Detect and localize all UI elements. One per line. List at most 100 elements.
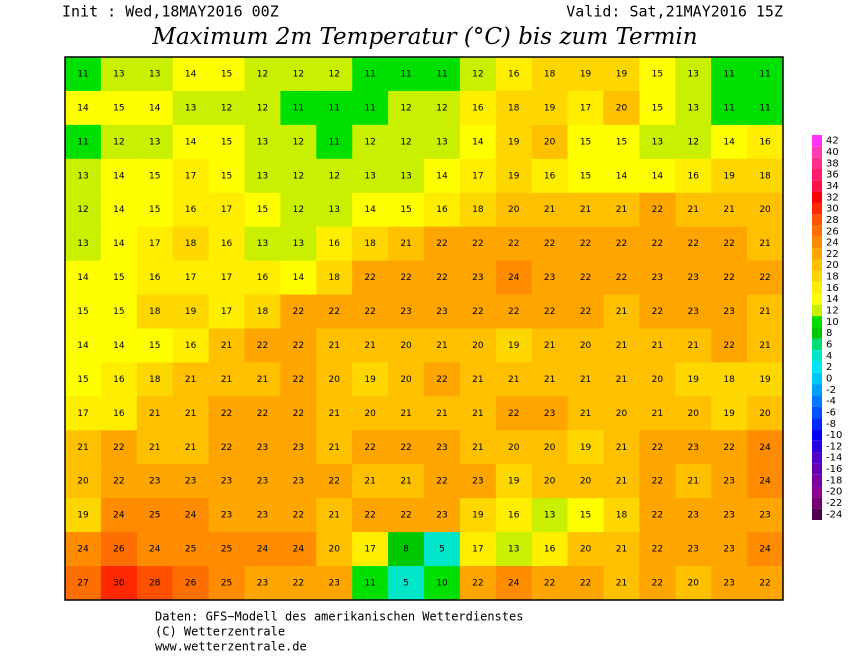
temperature-cell: [459, 362, 497, 397]
temperature-value: 21: [329, 443, 340, 453]
temperature-value: 14: [723, 137, 735, 147]
temperature-cell: [280, 328, 317, 363]
temperature-value: 22: [544, 307, 555, 317]
temperature-cell: [495, 498, 533, 533]
temperature-cell: [208, 362, 245, 397]
footer-copyright: (C) Wetterzentrale: [155, 625, 285, 639]
temperature-value: 24: [759, 443, 771, 453]
scale-box: [812, 135, 822, 147]
temperature-cell: [639, 90, 676, 126]
temperature-cell: [65, 328, 102, 363]
temperature-value: 21: [580, 205, 591, 215]
temperature-cell: [172, 226, 210, 262]
temperature-value: 16: [544, 545, 556, 555]
temperature-value: 13: [185, 103, 196, 113]
temperature-value: 21: [616, 477, 627, 487]
temperature-cell: [495, 328, 533, 363]
scale-label: 30: [826, 204, 839, 215]
temperature-value: 20: [688, 579, 700, 589]
temperature-cell: [136, 226, 174, 262]
temperature-cell: [352, 90, 389, 126]
temperature-cell: [244, 294, 281, 329]
scale-label: -16: [826, 464, 842, 475]
temperature-value: 16: [149, 273, 161, 283]
temperature-cell: [388, 192, 425, 228]
temperature-value: 12: [400, 137, 411, 147]
temperature-value: 11: [723, 69, 734, 79]
temperature-cell: [459, 396, 497, 431]
temperature-cell: [459, 430, 497, 465]
temperature-cell: [100, 566, 138, 601]
temperature-cell: [747, 57, 784, 92]
temperature-value: 18: [185, 239, 197, 249]
temperature-cell: [244, 226, 281, 262]
temperature-cell: [352, 566, 389, 601]
temperature-cell: [208, 430, 245, 465]
temperature-cell: [65, 498, 102, 533]
scale-label: -20: [826, 487, 842, 498]
temperature-value: 14: [185, 69, 197, 79]
temperature-cell: [531, 532, 569, 567]
temperature-cell: [711, 498, 748, 533]
temperature-cell: [388, 532, 425, 567]
temperature-value: 21: [329, 409, 340, 419]
map: 11 13 13 14 15 12 12 12 11 11 11 12 16 18 19 19 15 13 11 11…: [65, 57, 784, 601]
temperature-cell: [603, 328, 640, 363]
temperature-cell: [747, 158, 784, 194]
temperature-value: 23: [723, 511, 734, 521]
temperature-value: 18: [149, 375, 161, 385]
temperature-value: 23: [472, 477, 483, 487]
temperature-value: 23: [472, 273, 483, 283]
scale-label: 2: [826, 362, 832, 373]
temperature-value: 20: [329, 545, 341, 555]
temperature-value: 22: [293, 511, 304, 521]
temperature-cell: [639, 328, 676, 363]
temperature-value: 12: [113, 137, 124, 147]
temperature-cell: [316, 226, 353, 262]
scale-box: [812, 236, 822, 249]
temperature-value: 12: [257, 103, 268, 113]
temperature-cell: [424, 498, 461, 533]
temperature-value: 11: [293, 103, 304, 113]
temperature-value: 8: [403, 545, 409, 555]
temperature-value: 22: [580, 307, 591, 317]
temperature-cell: [567, 328, 604, 363]
temperature-value: 20: [508, 205, 520, 215]
temperature-value: 22: [436, 375, 447, 385]
temperature-value: 13: [400, 171, 411, 181]
temperature-cell: [531, 328, 569, 363]
valid-time: Valid: Sat,21MAY2016 15Z: [566, 3, 783, 21]
temperature-cell: [424, 158, 461, 194]
temperature-value: 22: [580, 579, 591, 589]
temperature-value: 24: [149, 545, 161, 555]
temperature-value: 12: [472, 69, 483, 79]
temperature-cell: [280, 226, 317, 262]
temperature-value: 23: [293, 477, 304, 487]
temperature-cell: [136, 566, 174, 601]
temperature-value: 15: [113, 273, 124, 283]
scale-box: [812, 293, 822, 305]
temperature-value: 13: [77, 171, 88, 181]
temperature-value: 21: [652, 409, 663, 419]
temperature-cell: [388, 464, 425, 499]
temperature-value: 17: [221, 205, 232, 215]
temperature-cell: [639, 124, 676, 160]
temperature-cell: [675, 498, 712, 533]
temperature-value: 21: [508, 375, 519, 385]
temperature-cell: [459, 226, 497, 262]
scale-box: [812, 316, 822, 328]
temperature-cell: [424, 328, 461, 363]
scale-label: 10: [826, 317, 839, 328]
temperature-cell: [531, 362, 569, 397]
temperature-value: 13: [257, 239, 268, 249]
temperature-cell: [424, 464, 461, 499]
temperature-cell: [747, 192, 784, 228]
temperature-cell: [603, 158, 640, 194]
temperature-cell: [603, 57, 640, 92]
temperature-value: 12: [293, 69, 304, 79]
temperature-value: 13: [544, 511, 555, 521]
temperature-cell: [424, 294, 461, 329]
temperature-value: 22: [508, 307, 519, 317]
scale-label: -24: [826, 509, 842, 520]
